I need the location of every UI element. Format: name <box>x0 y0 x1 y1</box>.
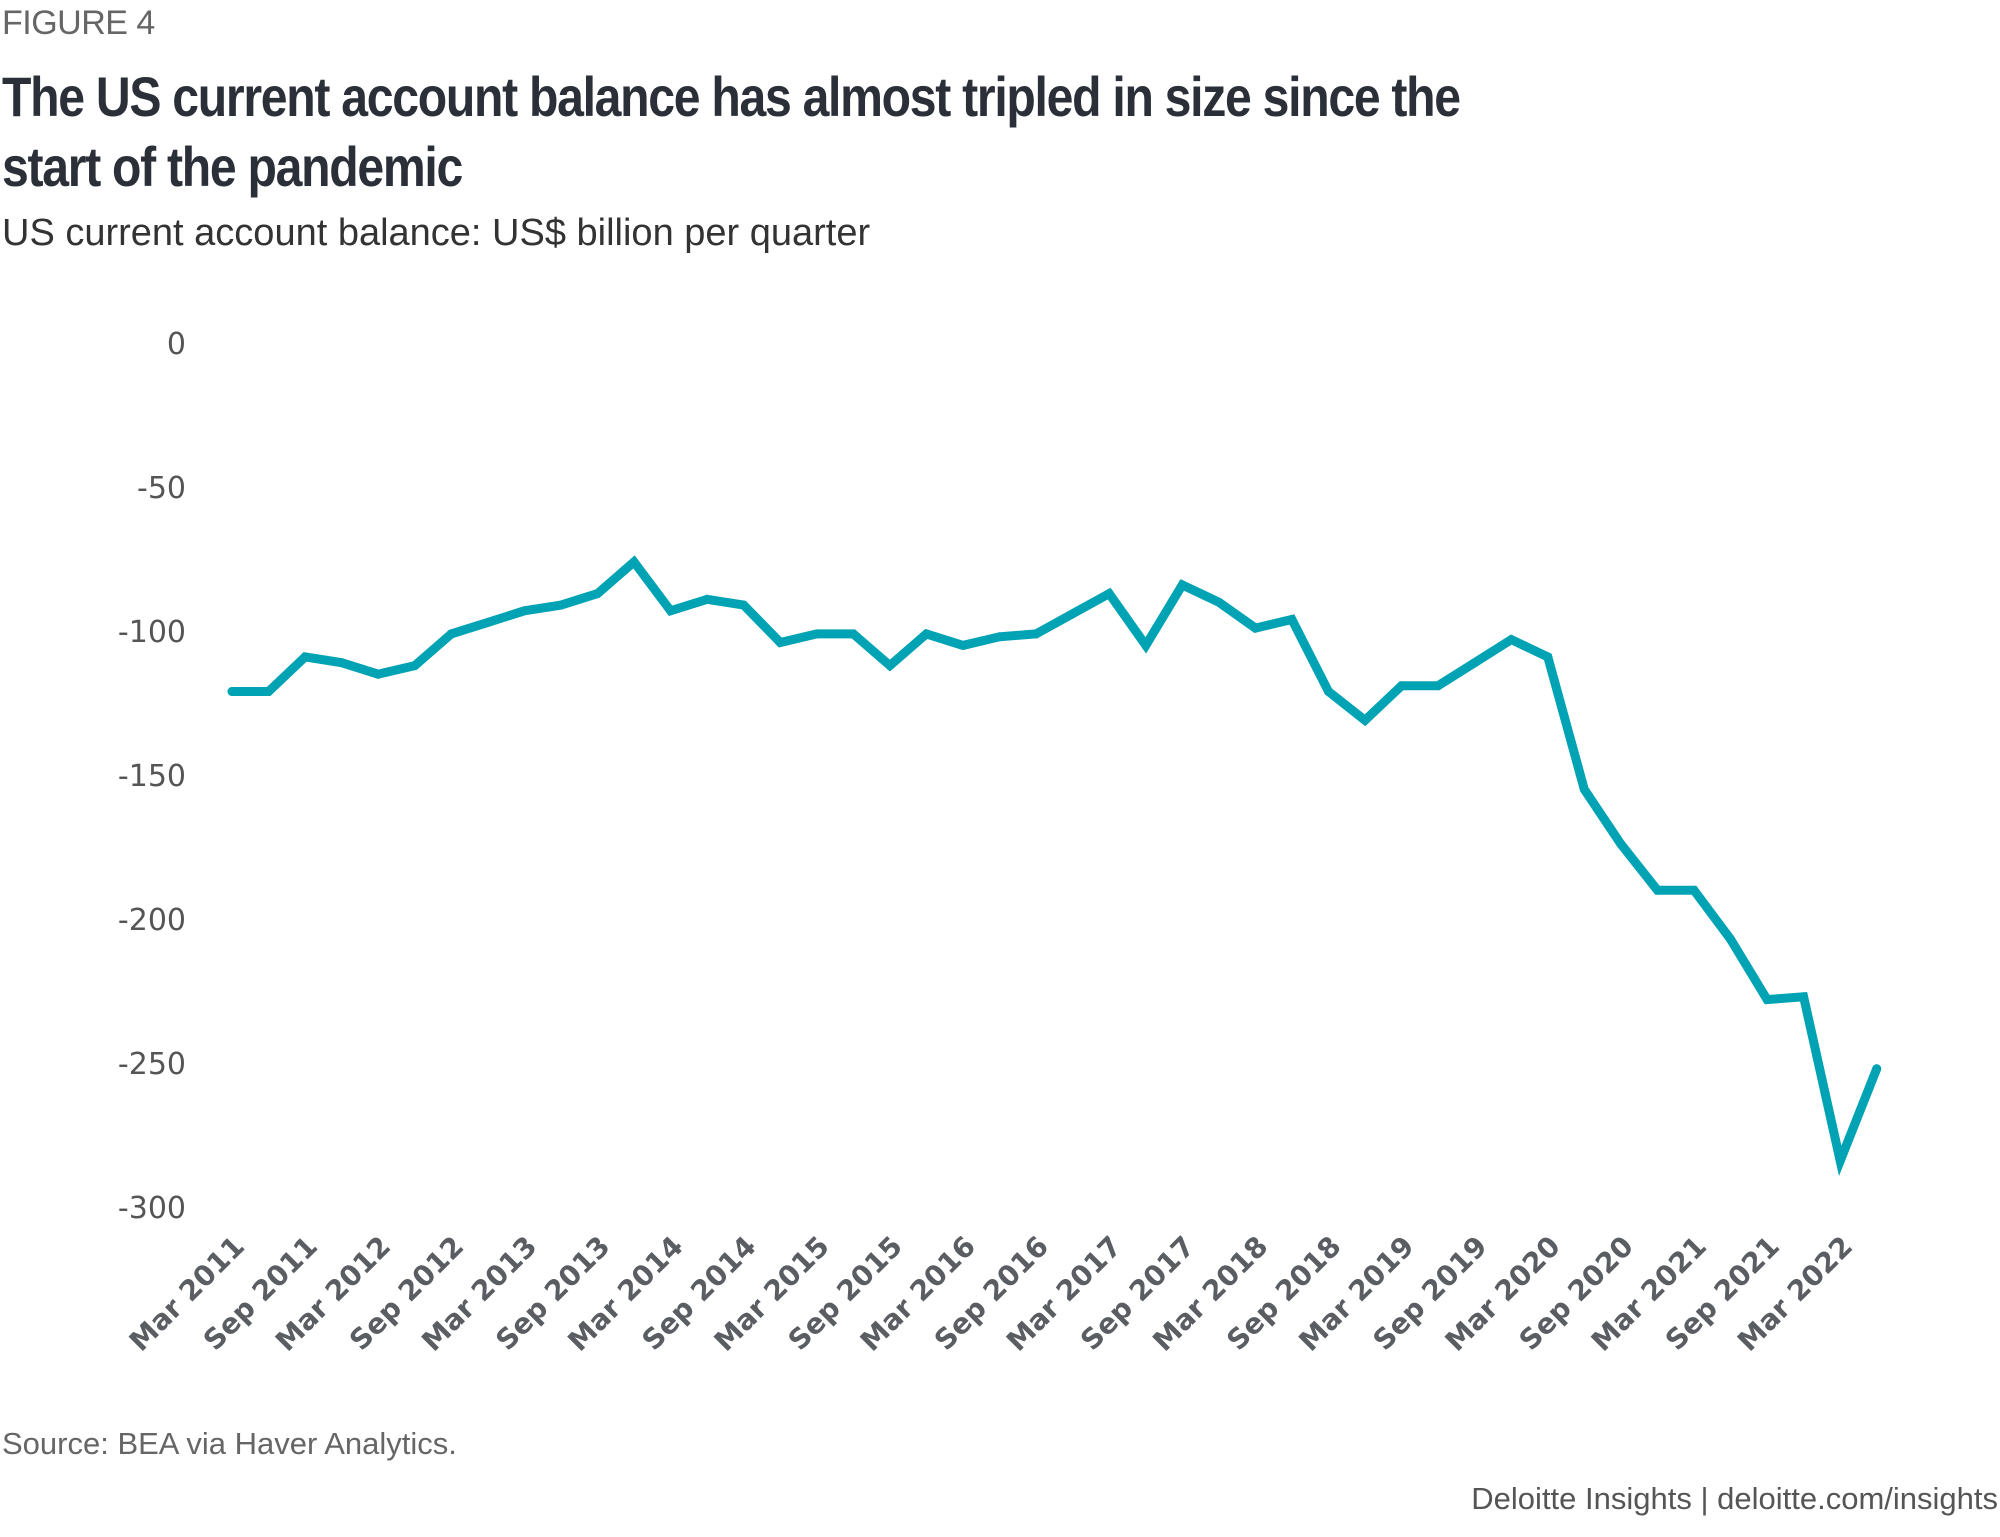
data-point <box>1506 635 1516 645</box>
data-point <box>629 557 639 567</box>
data-point <box>1652 885 1662 895</box>
data-point <box>1324 687 1333 696</box>
y-tick-label: -200 <box>118 903 186 938</box>
data-point <box>666 606 676 616</box>
source-note: Source: BEA via Haver Analytics. <box>2 1426 457 1461</box>
data-point <box>1360 715 1370 725</box>
y-axis: 0 -50 -100 -150 -200 -250 -300 <box>118 327 186 1226</box>
y-tick-label: -300 <box>118 1191 186 1226</box>
data-point <box>1726 934 1735 944</box>
data-point <box>702 594 712 604</box>
data-point <box>446 629 456 639</box>
data-point <box>593 589 602 599</box>
data-point <box>848 629 858 639</box>
chart-title: The US current account balance has almos… <box>2 65 1461 198</box>
data-point <box>483 617 493 627</box>
data-point <box>1068 609 1078 619</box>
data-point <box>300 652 310 662</box>
y-tick-label: -50 <box>137 471 186 506</box>
data-point <box>1287 615 1297 624</box>
data-point <box>1616 839 1626 849</box>
y-tick-label: -100 <box>118 615 186 650</box>
data-point <box>1141 640 1151 650</box>
data-point <box>556 600 566 610</box>
chart-subtitle: US current account balance: US$ billion … <box>2 212 871 254</box>
series-line <box>227 555 1882 1177</box>
data-point <box>1214 597 1224 607</box>
data-point <box>1031 629 1041 639</box>
data-point <box>1872 1064 1882 1074</box>
data-point <box>775 638 785 647</box>
data-point <box>1762 995 1772 1005</box>
data-point <box>1177 580 1187 590</box>
data-point <box>1689 885 1699 895</box>
plot-area <box>227 555 1882 1177</box>
data-point <box>337 658 347 668</box>
data-point <box>885 661 895 671</box>
figure-label: FIGURE 4 <box>2 4 155 42</box>
data-point <box>995 632 1004 642</box>
y-tick-label: -250 <box>118 1047 186 1082</box>
data-point <box>1799 992 1809 1002</box>
y-tick-label: -150 <box>118 759 186 794</box>
data-point <box>958 640 968 650</box>
data-point <box>1543 652 1553 662</box>
data-point <box>1579 784 1589 794</box>
data-point <box>739 600 749 610</box>
credit-line: Deloitte Insights | deloitte.com/insight… <box>1471 1481 1998 1516</box>
data-point <box>519 606 529 616</box>
data-point <box>373 669 383 679</box>
data-point <box>1397 681 1407 691</box>
data-point <box>227 687 237 696</box>
data-point <box>1104 589 1114 599</box>
data-point <box>1433 681 1443 691</box>
data-point <box>921 629 931 639</box>
y-tick-label: 0 <box>167 327 186 362</box>
data-point <box>410 661 420 671</box>
data-point <box>1835 1156 1845 1166</box>
data-point <box>1250 623 1260 633</box>
data-point <box>264 687 274 696</box>
data-point <box>812 629 822 639</box>
data-point <box>1470 658 1480 668</box>
